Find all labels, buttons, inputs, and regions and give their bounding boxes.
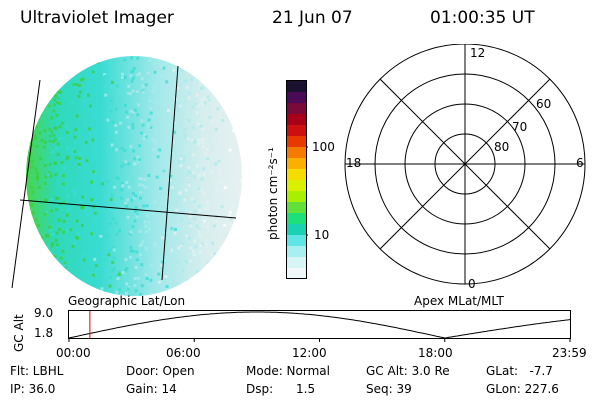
timeline-ytick-top: 9.0 <box>34 306 54 320</box>
timeline-frame <box>68 310 571 339</box>
instrument-title: Ultraviolet Imager <box>20 8 174 28</box>
glat-info: GLat: -7.7 <box>486 364 553 378</box>
colorbar-segment <box>287 158 306 170</box>
time-label: 01:00:35 UT <box>430 8 535 28</box>
lat-label-60: 60 <box>536 97 552 111</box>
latitude-line <box>19 199 237 219</box>
door-info: Door: Open <box>126 364 195 378</box>
filter-info: Flt: LBHL <box>10 364 64 378</box>
longitude-line <box>11 79 41 289</box>
timeline-xticks <box>68 338 571 342</box>
colorbar-tick-100: 100 <box>312 140 335 154</box>
glon-info: GLon: 227.6 <box>486 382 559 396</box>
mlt-label-12: 12 <box>470 46 486 60</box>
colorbar-segment <box>287 257 306 269</box>
colorbar-segment <box>287 103 306 115</box>
colorbar-segment <box>287 213 306 225</box>
colorbar-segment <box>287 246 306 258</box>
altitude-curve <box>68 311 571 339</box>
colorbar-segment <box>287 235 306 247</box>
apex-caption: Apex MLat/MLT <box>414 294 504 308</box>
colorbar-segment <box>287 114 306 126</box>
mode-info: Mode: Normal <box>246 364 330 378</box>
colorbar-segment <box>287 191 306 203</box>
lat-label-80: 80 <box>494 140 510 154</box>
timeline-xtick-1200: 12:00 <box>292 346 327 360</box>
colorbar-segment <box>287 92 306 104</box>
colorbar-segment <box>287 147 306 159</box>
timeline-xtick-0000: 00:00 <box>56 346 91 360</box>
colorbar-segment <box>287 224 306 236</box>
longitude-line <box>161 65 179 281</box>
colorbar-unit-label: photon cm⁻²s⁻¹ <box>266 147 280 240</box>
gain-info: Gain: 14 <box>126 382 177 396</box>
colorbar-tick-10: 10 <box>314 228 330 242</box>
timeline-xtick-2359: 23:59 <box>552 346 587 360</box>
colorbar-segment <box>287 180 306 192</box>
timeline-xtick-1800: 18:00 <box>418 346 453 360</box>
polar-plot <box>344 44 586 285</box>
ip-info: IP: 36.0 <box>10 382 56 396</box>
dsp-info: Dsp: 1.5 <box>246 382 316 396</box>
timeline-axis-label: GC Alt <box>12 314 26 352</box>
colorbar-segment <box>287 268 306 280</box>
altitude-timeline <box>68 310 571 342</box>
mlt-label-0: 0 <box>468 277 476 291</box>
auroral-image <box>11 56 242 296</box>
date-label: 21 Jun 07 <box>272 8 353 28</box>
geographic-caption: Geographic Lat/Lon <box>68 294 186 308</box>
colorbar-segment <box>287 81 306 93</box>
gc-alt-info: GC Alt: 3.0 Re <box>366 364 450 378</box>
mlt-label-18: 18 <box>346 156 362 170</box>
colorbar-segment <box>287 169 306 181</box>
colorbar <box>286 80 308 280</box>
timeline-ytick-bottom: 1.8 <box>34 326 54 340</box>
colorbar-segment <box>287 125 306 137</box>
lat-label-70: 70 <box>512 120 528 134</box>
mlt-label-6: 6 <box>576 156 584 170</box>
seq-info: Seq: 39 <box>366 382 412 396</box>
colorbar-segment <box>287 136 306 148</box>
timeline-xtick-0600: 06:00 <box>166 346 201 360</box>
colorbar-segment <box>287 202 306 214</box>
